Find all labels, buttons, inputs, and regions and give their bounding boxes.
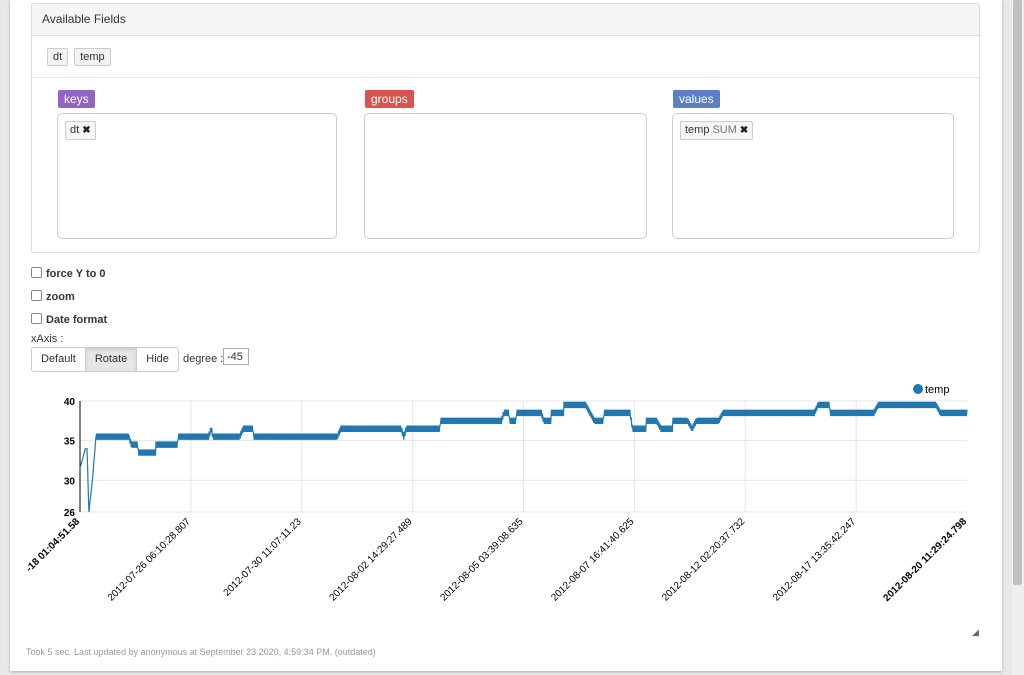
y-tick-label: 26 bbox=[64, 508, 76, 519]
remove-icon[interactable]: ✖ bbox=[82, 125, 91, 136]
available-fields-title: Available Fields bbox=[32, 4, 979, 36]
values-zone-label: values bbox=[673, 90, 720, 108]
zoom-option[interactable]: zoom bbox=[31, 290, 75, 303]
available-field-list: dt temp bbox=[47, 47, 117, 66]
remove-icon[interactable]: ✖ bbox=[739, 125, 749, 136]
y-tick-label: 40 bbox=[64, 397, 76, 408]
keys-zone-label: keys bbox=[58, 90, 95, 108]
pill-label: dt bbox=[70, 124, 80, 136]
x-tick-label: -18 01:04:51.58 bbox=[24, 516, 82, 574]
degree-label: degree : bbox=[183, 353, 224, 365]
keys-drop-zone[interactable]: dt ✖ bbox=[57, 113, 337, 239]
resize-handle-icon[interactable]: ◢ bbox=[972, 627, 979, 637]
groups-drop-zone[interactable] bbox=[364, 113, 647, 239]
legend-marker bbox=[913, 384, 923, 394]
x-tick-label: 2012-08-12 02:20:37.732 bbox=[660, 516, 748, 604]
x-tick-label: 2012-08-02 14:29:27.489 bbox=[328, 516, 416, 604]
y-tick-label: 30 bbox=[64, 476, 76, 487]
x-tick-label: 2012-07-30 11:07:11.23 bbox=[222, 516, 305, 599]
field-chip-dt[interactable]: dt bbox=[47, 48, 69, 66]
x-tick-label: 2012-08-17 13:35:42.247 bbox=[771, 516, 859, 604]
xaxis-rotate-button[interactable]: Rotate bbox=[84, 347, 138, 372]
values-drop-zone[interactable]: temp SUM ✖ bbox=[672, 113, 954, 239]
xaxis-mode-buttons: Default Rotate Hide bbox=[31, 347, 179, 372]
keys-pill-dt[interactable]: dt ✖ bbox=[65, 121, 96, 140]
paragraph-card bbox=[10, 0, 1002, 671]
legend-label: temp bbox=[925, 384, 949, 396]
xaxis-label: xAxis : bbox=[31, 333, 64, 345]
xaxis-hide-button[interactable]: Hide bbox=[136, 347, 179, 372]
date-format-checkbox[interactable] bbox=[31, 313, 42, 324]
line-chart: 26 30 35 40 -18 01:04:51.58 2012-07-26 06:10:… bbox=[24, 384, 970, 604]
available-fields-panel: Available Fields dt temp bbox=[31, 3, 980, 253]
y-tick-label: 35 bbox=[64, 437, 76, 448]
force-y-checkbox[interactable] bbox=[31, 267, 42, 278]
force-y-label: force Y to 0 bbox=[46, 268, 106, 280]
date-format-label: Date format bbox=[46, 314, 108, 326]
temp-series-line bbox=[79, 401, 968, 513]
status-footer: Took 5 sec. Last updated by anonymous at… bbox=[26, 647, 376, 657]
x-tick-label: 2012-08-07 16:41:40.625 bbox=[549, 516, 637, 604]
x-tick-label: 2012-08-05 03:39:08.635 bbox=[438, 516, 526, 604]
scrollbar-thumb[interactable] bbox=[1013, 0, 1022, 585]
x-tick-label: 2012-07-26 06:10:28.807 bbox=[106, 516, 194, 604]
pill-label: temp bbox=[685, 124, 710, 136]
zoom-checkbox[interactable] bbox=[31, 290, 42, 301]
field-chip-temp[interactable]: temp bbox=[74, 48, 111, 66]
x-tick-label: 2012-08-20 11:29:24.798 bbox=[882, 516, 970, 604]
panel-divider bbox=[32, 77, 979, 78]
xaxis-default-button[interactable]: Default bbox=[31, 347, 86, 372]
degree-input[interactable]: -45 bbox=[223, 348, 249, 365]
values-pill-temp[interactable]: temp SUM ✖ bbox=[680, 121, 754, 140]
force-y-option[interactable]: force Y to 0 bbox=[31, 267, 106, 280]
zoom-label: zoom bbox=[46, 291, 75, 303]
date-format-option[interactable]: Date format bbox=[31, 313, 107, 326]
groups-zone-label: groups bbox=[365, 90, 414, 108]
pill-aggregation[interactable]: SUM bbox=[712, 124, 737, 136]
